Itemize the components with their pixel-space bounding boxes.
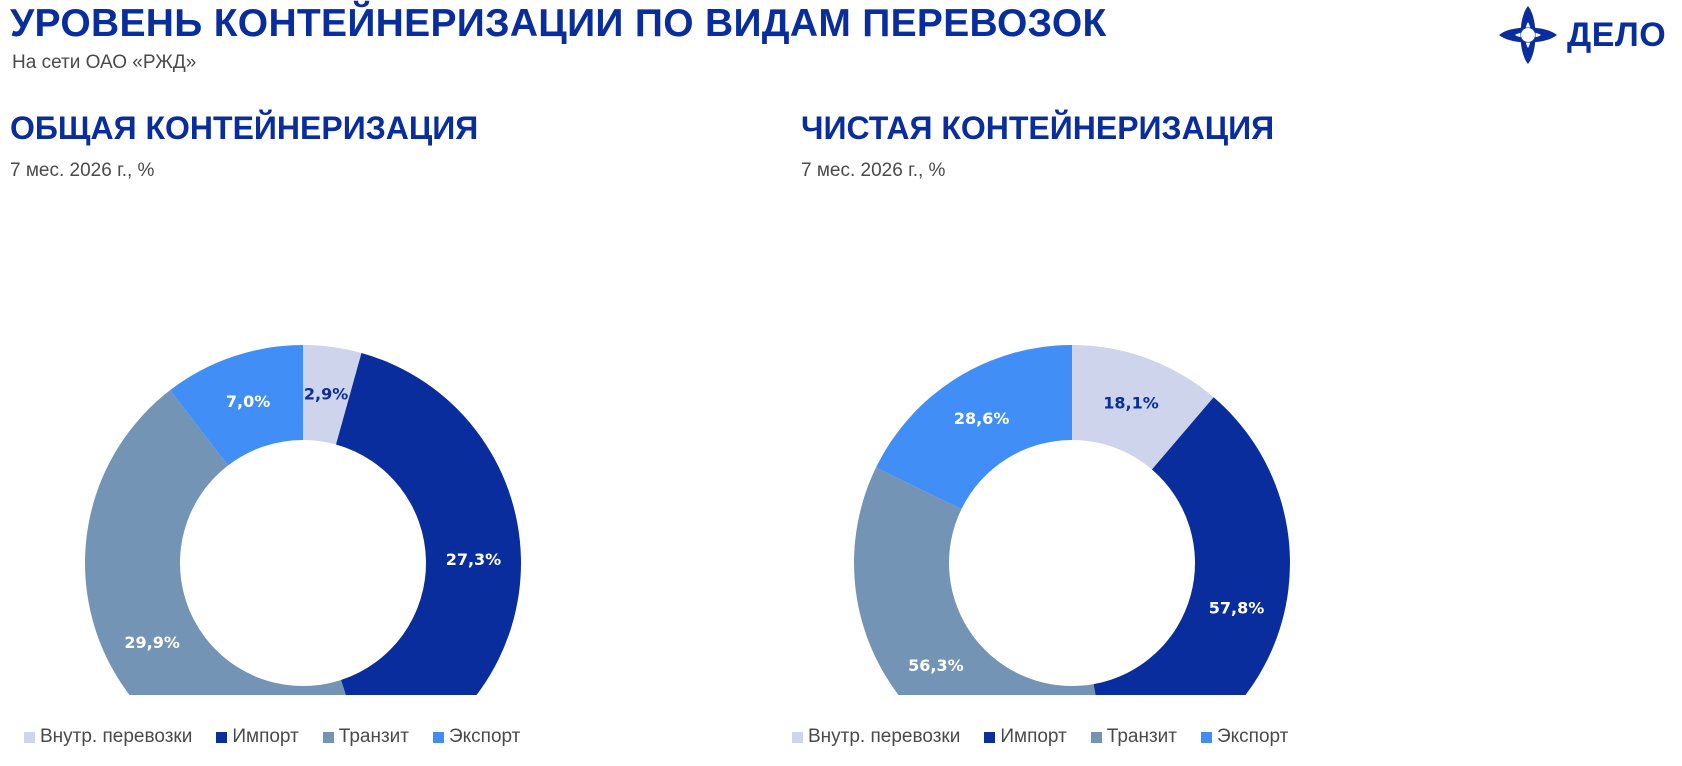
legend-swatch: [792, 731, 803, 743]
donut-slice-transit: [85, 390, 346, 695]
legend-label: Транзит: [338, 726, 409, 747]
chart-panel-net: ЧИСТАЯ КОНТЕЙНЕРИЗАЦИЯ 7 мес. 2026 г., %…: [790, 105, 1580, 766]
legend-label: Импорт: [1000, 726, 1067, 747]
legend-label: Внутр. перевозки: [40, 726, 193, 747]
page-title: УРОВЕНЬ КОНТЕЙНЕРИЗАЦИИ ПО ВИДАМ ПЕРЕВОЗ…: [10, 2, 1107, 45]
legend-item-import: Импорт: [216, 726, 299, 748]
slice-label-domestic: 18,1%: [1103, 394, 1159, 413]
legend-label: Транзит: [1106, 726, 1177, 747]
legend-item-export: Экспорт: [433, 726, 520, 748]
donut-chart-total: 2,9% 27,3% 29,9% 7,0%: [85, 345, 521, 695]
legend-item-transit: Транзит: [322, 726, 409, 748]
chart-subtitle: 7 мес. 2026 г., %: [10, 160, 155, 181]
slice-label-import: 27,3%: [446, 550, 502, 569]
legend-swatch: [1090, 731, 1102, 743]
legend-item-transit: Транзит: [1090, 726, 1177, 748]
chart-panel-total: ОБЩАЯ КОНТЕЙНЕРИЗАЦИЯ 7 мес. 2026 г., % …: [0, 105, 790, 766]
legend-item-import: Импорт: [984, 726, 1067, 748]
legend-swatch: [1201, 731, 1212, 743]
chart-title: ЧИСТАЯ КОНТЕЙНЕРИЗАЦИЯ: [801, 110, 1275, 146]
brand-logo: ДЕЛО: [1497, 4, 1675, 66]
chart-subtitle: 7 мес. 2026 г., %: [801, 160, 946, 181]
chart-title: ОБЩАЯ КОНТЕЙНЕРИЗАЦИЯ: [10, 110, 479, 146]
slice-label-export: 7,0%: [226, 392, 270, 411]
chart-legend: Внутр. перевозки Импорт Транзит Экспорт: [24, 726, 544, 748]
legend-item-domestic: Внутр. перевозки: [24, 726, 192, 748]
donut-chart-net: 18,1% 57,8% 56,3% 28,6%: [854, 344, 1290, 695]
legend-swatch: [984, 731, 996, 743]
legend-item-export: Экспорт: [1201, 726, 1288, 748]
donut-slice-domestic: [1072, 345, 1214, 470]
legend-swatch: [322, 731, 334, 743]
donut-slice-domestic: [303, 345, 362, 445]
legend-item-domestic: Внутр. перевозки: [792, 726, 960, 748]
donut-slice-import: [1093, 397, 1290, 695]
slice-label-domestic: 2,9%: [304, 385, 348, 404]
slice-label-export: 28,6%: [954, 409, 1010, 428]
donut-slice-transit: [854, 467, 1096, 695]
slice-label-transit: 29,9%: [124, 633, 180, 652]
legend-swatch: [24, 731, 35, 743]
legend-swatch: [433, 731, 444, 743]
donut-slice-export: [876, 344, 1072, 510]
legend-label: Экспорт: [449, 726, 521, 747]
donut-slice-import: [335, 352, 521, 695]
legend-label: Импорт: [232, 726, 299, 747]
chart-legend: Внутр. перевозки Импорт Транзит Экспорт: [792, 726, 1312, 748]
legend-label: Внутр. перевозки: [808, 726, 961, 747]
slice-label-transit: 56,3%: [908, 656, 964, 675]
delo-logo-icon: [1499, 6, 1557, 64]
legend-label: Экспорт: [1217, 726, 1289, 747]
page-subtitle: На сети ОАО «РЖД»: [12, 52, 197, 73]
legend-swatch: [216, 731, 228, 743]
donut-slice-export: [170, 345, 303, 466]
slice-label-import: 57,8%: [1209, 598, 1265, 617]
logo-text: ДЕЛО: [1567, 15, 1667, 54]
